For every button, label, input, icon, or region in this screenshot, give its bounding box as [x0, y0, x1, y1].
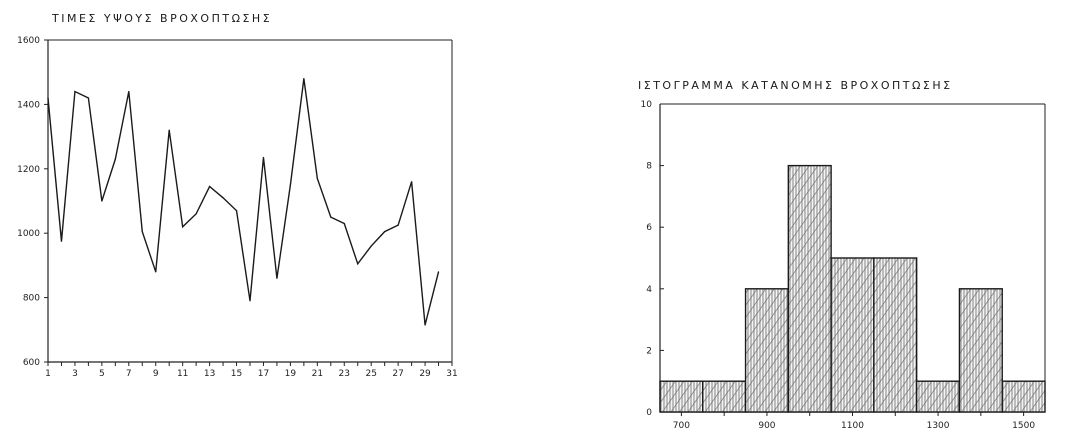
- x-tick-label: 23: [339, 369, 350, 379]
- x-tick-label: 5: [99, 369, 105, 379]
- y-tick-label: 6: [646, 223, 652, 233]
- y-tick-label: 800: [23, 294, 40, 304]
- x-tick-label: 17: [258, 369, 269, 379]
- data-point: [276, 277, 278, 279]
- y-tick-label: 1400: [17, 100, 40, 110]
- data-point: [289, 184, 291, 186]
- data-point: [114, 158, 116, 160]
- data-point: [424, 324, 426, 326]
- x-tick-label: 1100: [841, 421, 864, 431]
- y-tick-label: 1200: [17, 165, 40, 175]
- data-point: [155, 271, 157, 273]
- data-point: [141, 230, 143, 233]
- histogram-bar: [744, 288, 790, 413]
- histogram-bar: [659, 380, 704, 413]
- y-tick-label: 0: [646, 408, 652, 418]
- data-point: [249, 300, 251, 302]
- y-tick-label: 10: [641, 100, 653, 110]
- y-tick-label: 4: [646, 285, 652, 295]
- data-point: [343, 222, 345, 225]
- y-tick-label: 600: [23, 358, 40, 368]
- data-point: [195, 213, 197, 215]
- data-point: [262, 156, 265, 159]
- data-point: [303, 78, 305, 80]
- histogram-bar: [830, 257, 875, 413]
- y-tick-label: 8: [646, 162, 652, 172]
- histogram-svg: 0 2 4 6 8 10 700 900 1100 1300 1500: [641, 100, 1046, 431]
- data-point: [47, 97, 49, 99]
- data-point: [222, 197, 224, 199]
- data-point: [74, 90, 76, 93]
- x-tick-label: 25: [365, 369, 376, 379]
- y-tick-label: 1000: [17, 229, 40, 239]
- x-tick-label: 1: [45, 369, 51, 379]
- data-point: [209, 185, 211, 188]
- data-point: [182, 226, 184, 228]
- data-point: [235, 210, 238, 212]
- x-tick-label: 3: [72, 369, 78, 379]
- data-point: [316, 177, 318, 180]
- histogram-bar: [873, 257, 918, 413]
- x-tick-label: 27: [392, 369, 403, 379]
- data-point: [168, 129, 170, 131]
- histogram-title: ΙΣΤΟΓΡΑΜΜΑ ΚΑΤΑΝΟΜΗΣ ΒΡΟΧΟΠΤΩΣΗΣ: [638, 79, 953, 92]
- x-tick-label: 19: [285, 369, 297, 379]
- data-point: [370, 245, 372, 247]
- data-point: [437, 271, 440, 273]
- rainfall-histogram-chart: ΙΣΤΟΓΡΑΜΜΑ ΚΑΤΑΝΟΜΗΣ ΒΡΟΧΟΠΤΩΣΗΣ 0 2 4 6 8 10…: [600, 0, 1067, 432]
- rainfall-series-line: [47, 78, 440, 326]
- histogram-bar: [958, 288, 1003, 413]
- histogram-bar: [915, 380, 961, 413]
- histogram-bar: [1001, 380, 1046, 413]
- x-tick-label: 9: [153, 369, 159, 379]
- data-point: [87, 97, 89, 99]
- data-point: [357, 263, 359, 265]
- data-point: [397, 224, 399, 226]
- data-point: [411, 181, 413, 183]
- data-point: [330, 216, 332, 218]
- data-point: [101, 200, 103, 202]
- line-chart-title: ΤΙΜΕΣ ΥΨΟΥΣ ΒΡΟΧΟΠΤΩΣΗΣ: [52, 12, 273, 25]
- x-tick-label: 13: [204, 369, 215, 379]
- data-point: [60, 240, 63, 242]
- x-tick-label: 29: [419, 369, 431, 379]
- histogram-bar: [787, 164, 832, 413]
- data-point: [128, 90, 130, 93]
- y-tick-label: 1600: [17, 36, 40, 46]
- histogram-bar: [702, 380, 747, 413]
- x-tick-label: 21: [312, 369, 323, 379]
- x-tick-label: 15: [231, 369, 242, 379]
- x-tick-label: 1500: [1012, 421, 1035, 431]
- rainfall-line-chart: ΤΙΜΕΣ ΥΨΟΥΣ ΒΡΟΧΟΠΤΩΣΗΣ 600 800 1000 1200 14…: [0, 0, 520, 432]
- x-tick-label: 11: [177, 369, 188, 379]
- x-tick-label: 7: [126, 369, 132, 379]
- x-tick-label: 700: [673, 421, 690, 431]
- x-tick-label: 1300: [927, 421, 950, 431]
- data-point: [384, 230, 386, 233]
- y-tick-label: 2: [646, 346, 652, 356]
- x-tick-label: 31: [446, 369, 457, 379]
- x-tick-label: 900: [758, 421, 775, 431]
